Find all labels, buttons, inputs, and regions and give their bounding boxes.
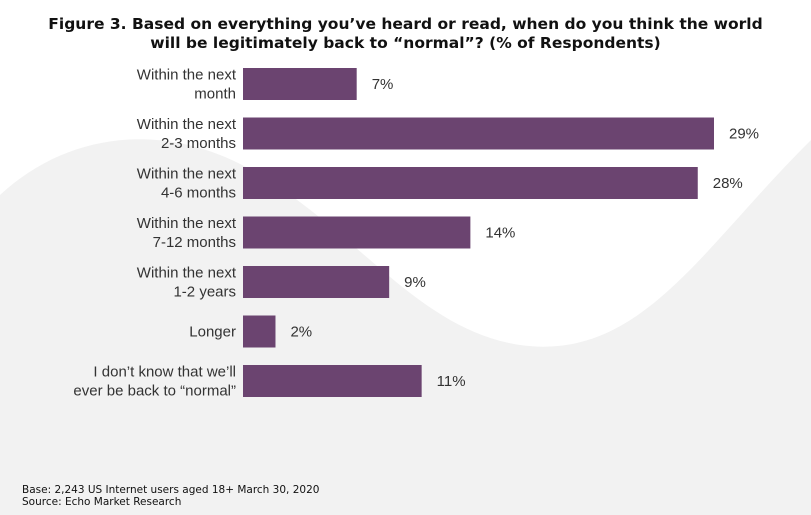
bar	[243, 167, 698, 199]
category-label: Longer	[189, 324, 236, 341]
category-label: month	[194, 86, 236, 103]
bar	[243, 315, 276, 348]
data-label: 9%	[404, 274, 426, 291]
bar	[243, 365, 422, 397]
bar	[243, 266, 390, 298]
category-label: 7-12 months	[153, 234, 236, 251]
category-label: Within the next	[137, 265, 237, 282]
data-label: 2%	[290, 324, 312, 341]
data-label: 11%	[437, 373, 466, 390]
chart-title-line: will be legitimately back to “normal”? (…	[150, 34, 661, 52]
bar	[243, 216, 471, 249]
category-label: 1-2 years	[173, 284, 236, 301]
category-label: Within the next	[137, 67, 237, 84]
category-label: Within the next	[137, 166, 237, 183]
source-note: Source: Echo Market Research	[22, 496, 182, 508]
category-label: I don’t know that we’ll	[93, 364, 236, 381]
data-label: 28%	[713, 175, 743, 192]
category-label: Within the next	[137, 116, 237, 133]
category-label: 4-6 months	[161, 185, 236, 202]
data-label: 7%	[372, 76, 394, 93]
data-label: 14%	[485, 225, 515, 242]
category-label: 2-3 months	[161, 135, 236, 152]
data-label: 29%	[729, 126, 759, 143]
base-note: Base: 2,243 US Internet users aged 18+ M…	[22, 484, 320, 496]
bar	[243, 68, 357, 100]
chart-footer: Base: 2,243 US Internet users aged 18+ M…	[22, 484, 319, 508]
category-label: Within the next	[137, 215, 237, 232]
bar	[243, 117, 714, 150]
chart-title: Figure 3. Based on everything you’ve hea…	[0, 15, 811, 53]
category-label: ever be back to “normal”	[73, 383, 236, 400]
chart-title-line: Figure 3. Based on everything you’ve hea…	[48, 15, 763, 33]
